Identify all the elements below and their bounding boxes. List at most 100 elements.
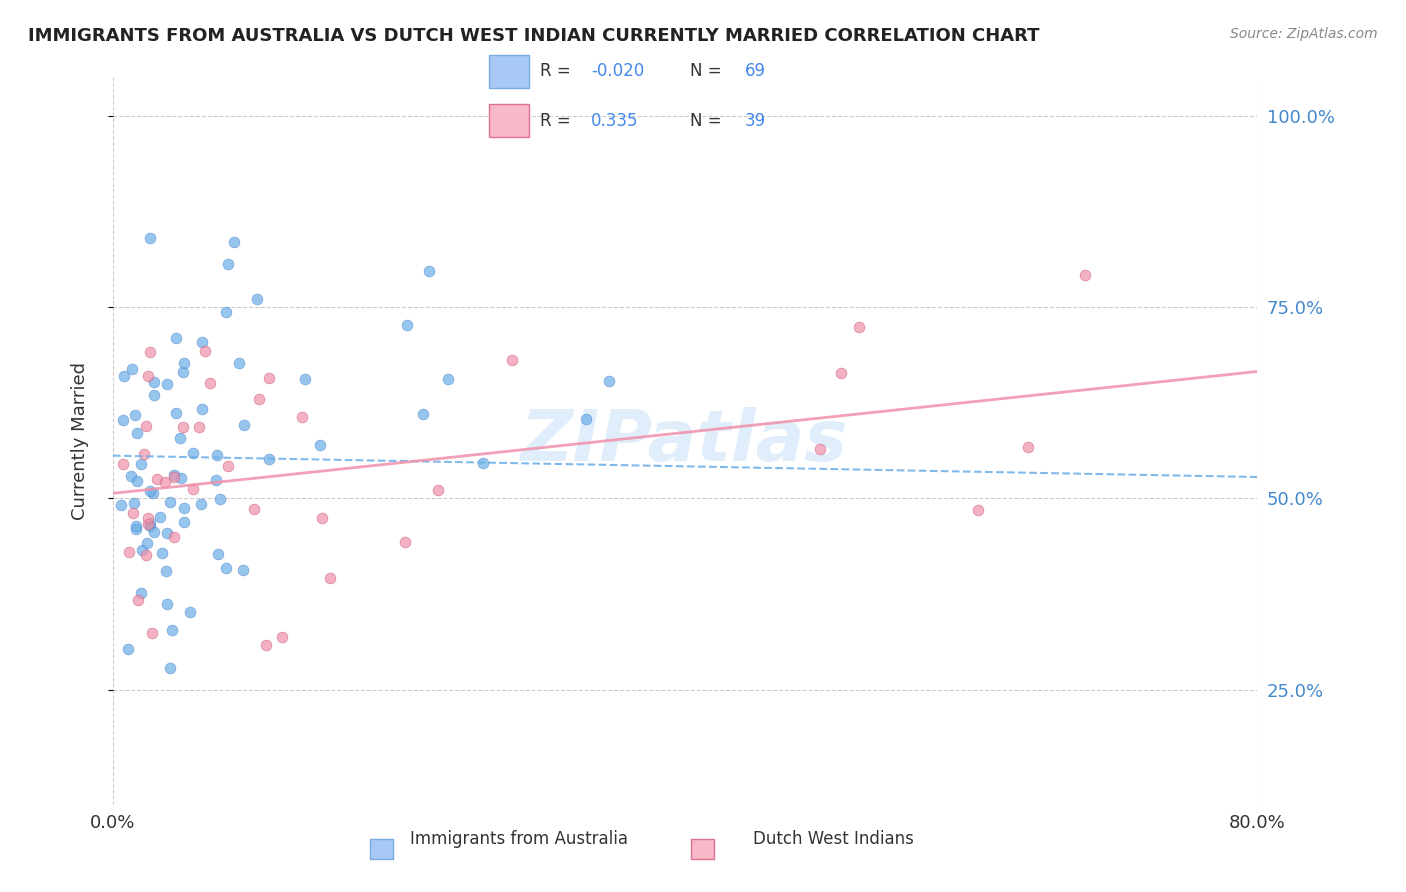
Text: ZIPatlas: ZIPatlas xyxy=(522,407,849,475)
Point xyxy=(228,356,250,370)
Point xyxy=(139,344,162,359)
Point xyxy=(271,631,294,645)
Point xyxy=(165,331,187,345)
Point xyxy=(124,408,146,422)
Point xyxy=(125,519,148,533)
Point xyxy=(173,500,195,515)
Point xyxy=(169,431,191,445)
Point xyxy=(215,305,238,319)
Point xyxy=(194,344,217,359)
Point xyxy=(129,586,152,600)
Point xyxy=(808,442,831,456)
FancyBboxPatch shape xyxy=(690,838,714,859)
Point xyxy=(173,356,195,370)
Point xyxy=(122,495,145,509)
Point xyxy=(120,469,142,483)
Point xyxy=(412,408,434,422)
Point xyxy=(179,605,201,619)
Point xyxy=(191,401,214,416)
Point xyxy=(131,542,153,557)
Point xyxy=(145,472,167,486)
Point xyxy=(426,483,449,498)
Point xyxy=(136,516,159,531)
Point xyxy=(156,376,179,391)
Point xyxy=(112,369,135,384)
Point xyxy=(135,548,157,562)
Point xyxy=(117,642,139,657)
Point xyxy=(143,388,166,402)
Point xyxy=(155,564,177,578)
Point xyxy=(125,522,148,536)
Text: Dutch West Indians: Dutch West Indians xyxy=(754,830,914,848)
Text: N =: N = xyxy=(690,112,727,129)
Text: Source: ZipAtlas.com: Source: ZipAtlas.com xyxy=(1230,27,1378,41)
Point xyxy=(121,506,143,520)
Text: R =: R = xyxy=(540,112,576,129)
Point xyxy=(173,515,195,529)
Point xyxy=(575,411,598,425)
Point xyxy=(224,235,246,249)
Point xyxy=(159,494,181,508)
Point xyxy=(165,406,187,420)
Text: 39: 39 xyxy=(745,112,766,129)
Point xyxy=(181,446,204,460)
Text: 0.335: 0.335 xyxy=(592,112,638,129)
Point xyxy=(110,498,132,512)
Point xyxy=(848,319,870,334)
Point xyxy=(966,502,988,516)
Point xyxy=(141,625,163,640)
Text: N =: N = xyxy=(690,62,727,80)
Point xyxy=(153,475,176,489)
Point xyxy=(139,483,162,498)
Point xyxy=(159,661,181,675)
Point xyxy=(242,502,264,516)
Point xyxy=(163,531,186,545)
Point xyxy=(127,474,149,488)
Point xyxy=(112,413,135,427)
Point xyxy=(125,426,148,441)
FancyBboxPatch shape xyxy=(489,55,529,87)
Point xyxy=(311,511,333,525)
Point xyxy=(254,638,277,652)
Point xyxy=(309,438,332,452)
Point xyxy=(1017,441,1039,455)
Point xyxy=(208,491,231,506)
Point xyxy=(501,352,523,367)
Point xyxy=(129,457,152,471)
Point xyxy=(163,467,186,482)
Point xyxy=(181,483,204,497)
Point xyxy=(395,318,418,332)
Text: Immigrants from Australia: Immigrants from Australia xyxy=(411,830,628,848)
Point xyxy=(190,497,212,511)
Point xyxy=(247,392,270,407)
Point xyxy=(156,597,179,611)
Point xyxy=(134,447,156,461)
Point xyxy=(437,371,460,385)
Point xyxy=(136,511,159,525)
Point xyxy=(418,264,440,278)
Point xyxy=(257,451,280,466)
Point xyxy=(172,420,194,434)
Point xyxy=(319,571,342,585)
Point xyxy=(830,366,852,380)
Point xyxy=(205,448,228,462)
Point xyxy=(143,375,166,389)
FancyBboxPatch shape xyxy=(489,104,529,137)
Point xyxy=(138,516,160,531)
Point xyxy=(163,469,186,483)
Point xyxy=(172,365,194,379)
Text: R =: R = xyxy=(540,62,576,80)
Point xyxy=(149,510,172,524)
Point xyxy=(246,292,269,306)
Point xyxy=(472,456,495,470)
FancyBboxPatch shape xyxy=(370,838,394,859)
Point xyxy=(170,471,193,485)
Text: IMMIGRANTS FROM AUSTRALIA VS DUTCH WEST INDIAN CURRENTLY MARRIED CORRELATION CHA: IMMIGRANTS FROM AUSTRALIA VS DUTCH WEST … xyxy=(28,27,1039,45)
Point xyxy=(139,231,162,245)
Point xyxy=(259,371,281,385)
Point xyxy=(217,459,239,474)
Point xyxy=(117,545,139,559)
Point xyxy=(139,518,162,533)
Point xyxy=(218,257,240,271)
Point xyxy=(111,458,134,472)
